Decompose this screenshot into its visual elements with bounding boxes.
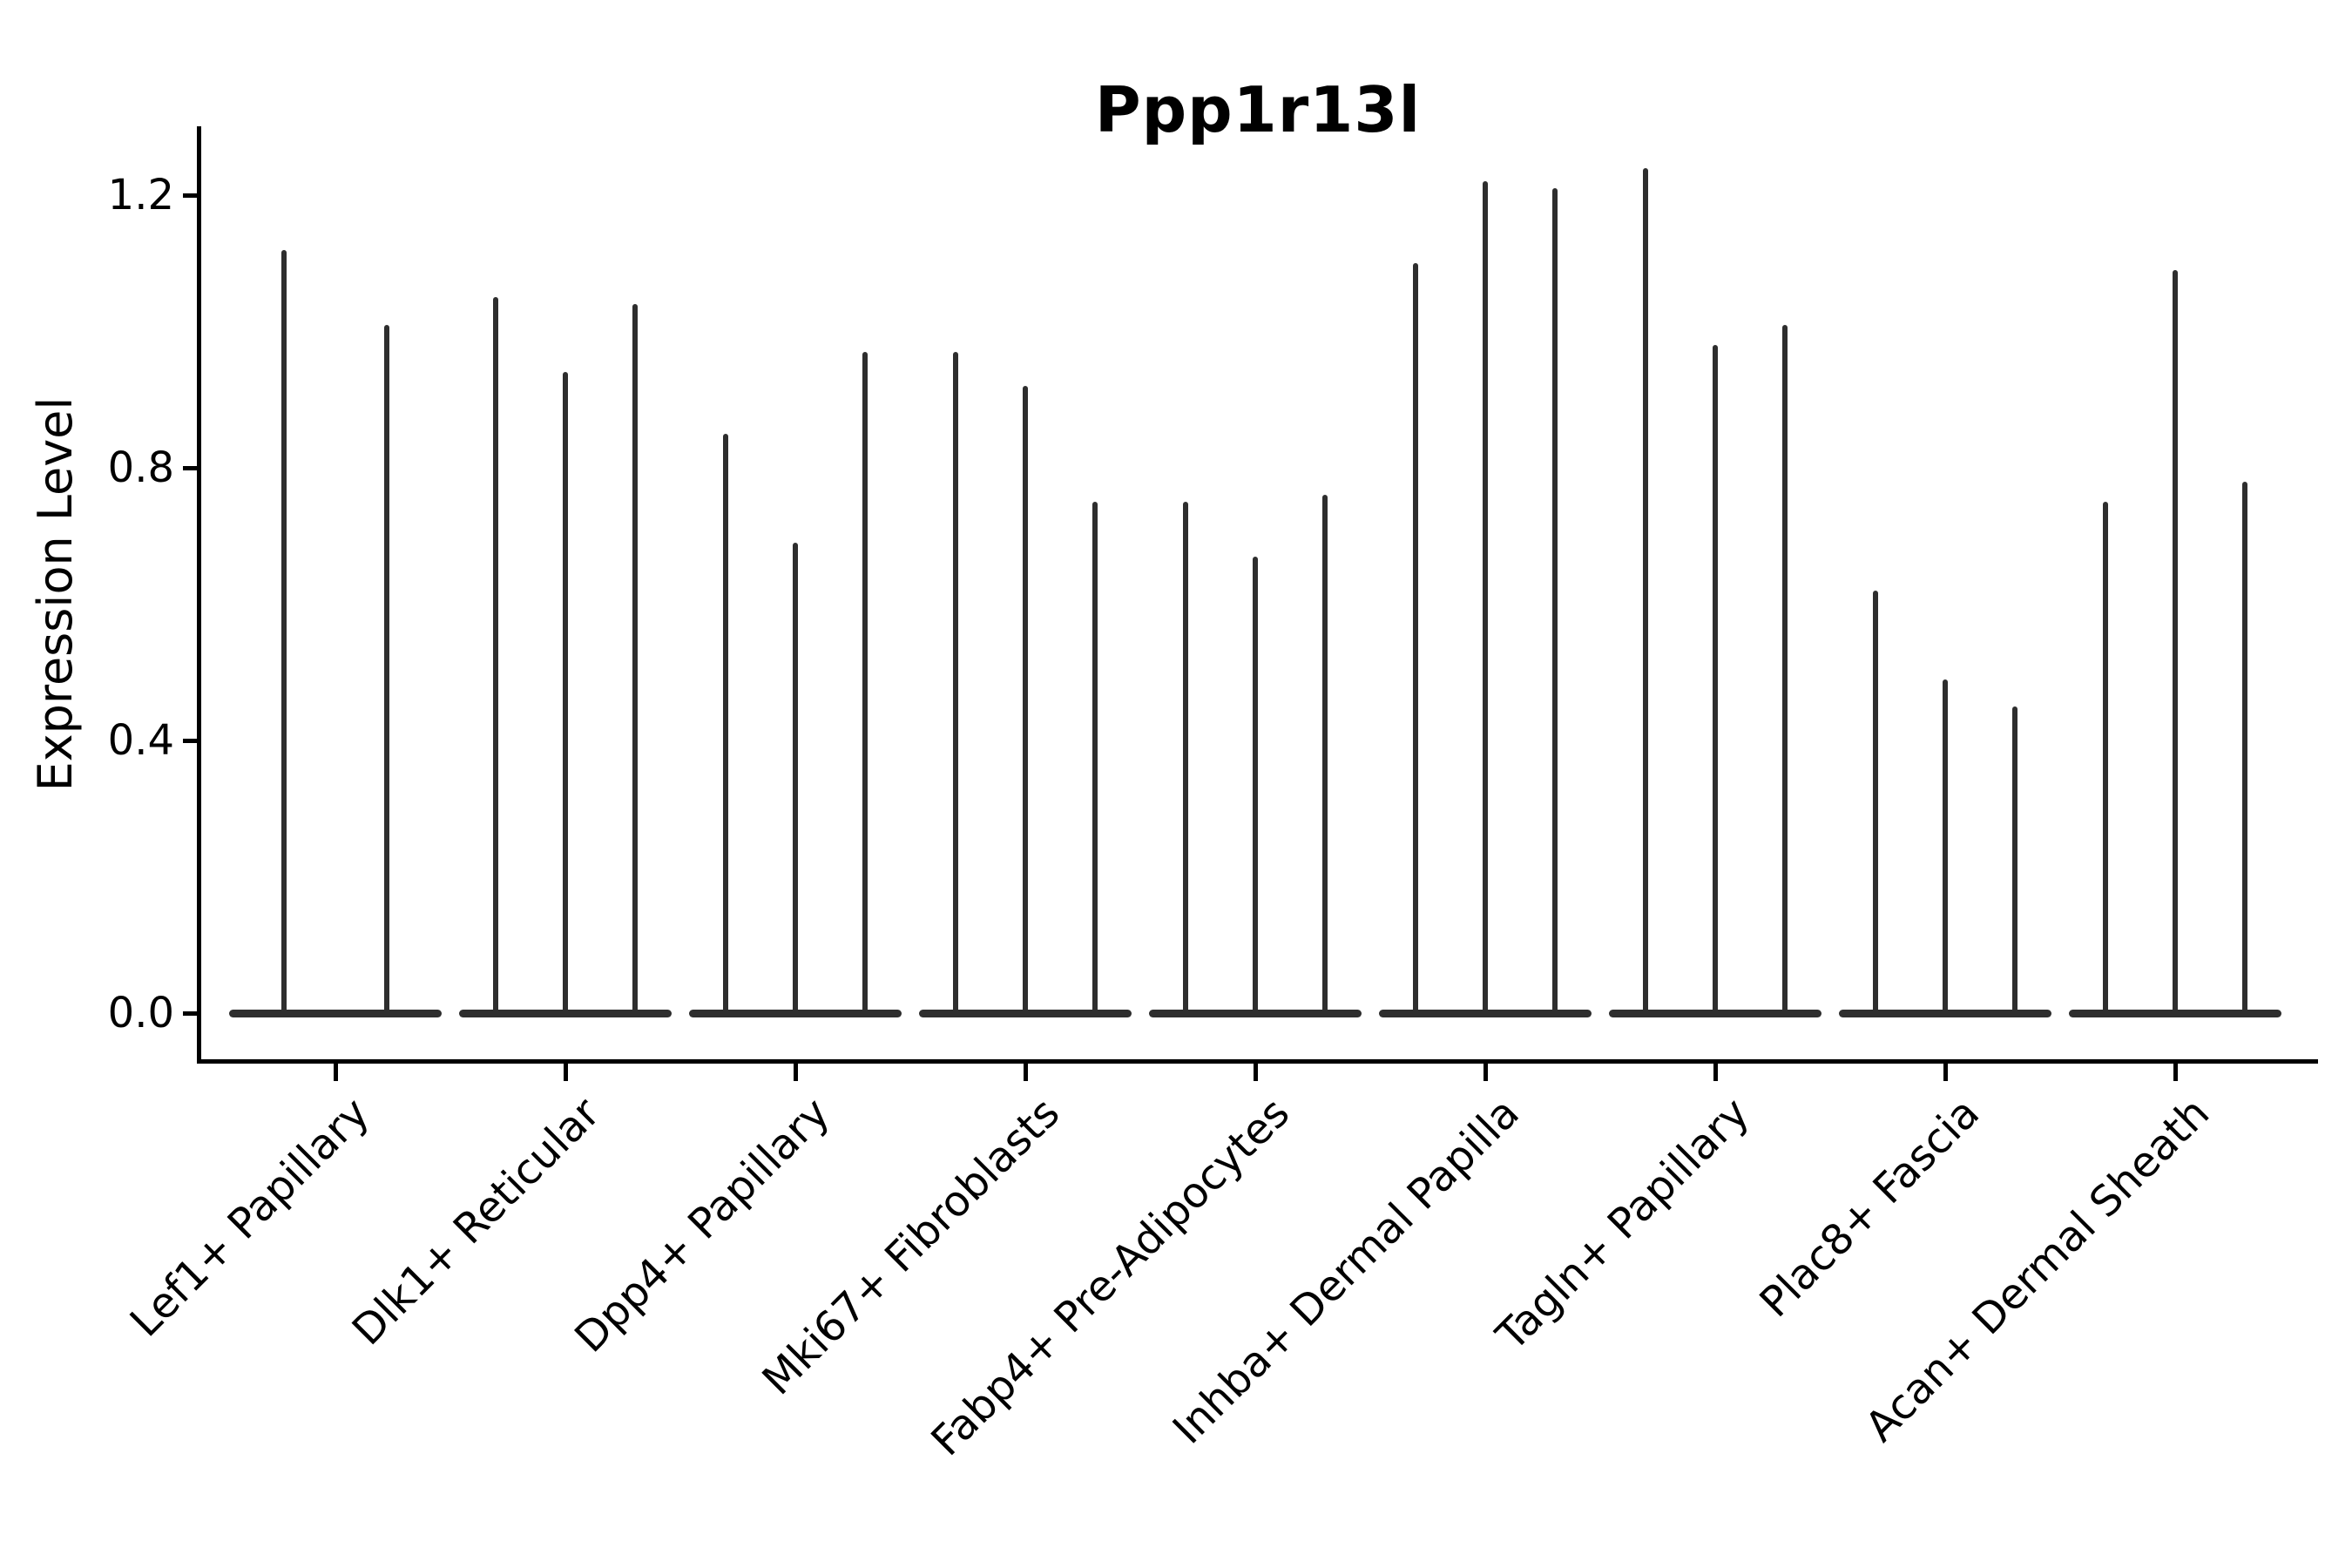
violin-spike <box>1183 502 1188 1017</box>
violin-spike <box>1643 167 1648 1017</box>
y-tick-label: 0.4 <box>107 716 174 765</box>
violin-spike <box>563 372 568 1017</box>
violin-spike <box>1782 324 1788 1017</box>
y-tick-label: 0.8 <box>107 443 174 492</box>
y-axis-label: Expression Level <box>28 396 83 792</box>
violin-spike <box>2103 502 2108 1017</box>
violin-spike <box>1023 386 1028 1017</box>
x-tick <box>1943 1064 1948 1081</box>
violin-spike <box>493 297 498 1017</box>
violin-spike <box>1943 679 1948 1017</box>
x-tick <box>1253 1064 1258 1081</box>
violin-spike <box>1322 495 1328 1017</box>
violin-spike <box>723 433 728 1017</box>
violin-spike <box>2242 481 2247 1017</box>
violin-spike <box>953 351 958 1017</box>
y-tick <box>183 193 197 198</box>
violin-base <box>229 1009 442 1017</box>
x-tick <box>333 1064 338 1081</box>
x-axis-tick-label: Tagln+ Papillary <box>1487 1088 1760 1361</box>
x-tick <box>1023 1064 1028 1081</box>
chart-title: Ppp1r13l <box>1094 73 1422 146</box>
violin-spike <box>862 351 868 1017</box>
y-tick-label: 1.2 <box>107 171 174 220</box>
y-axis-spine <box>197 126 201 1064</box>
violin-spike <box>1253 556 1258 1017</box>
x-tick <box>793 1064 798 1081</box>
y-tick <box>183 465 197 470</box>
violin-spike <box>1552 188 1558 1017</box>
violin-spike <box>1873 590 1878 1017</box>
y-tick <box>183 738 197 743</box>
violin-spike <box>1092 502 1098 1017</box>
violin-spike <box>1483 181 1488 1017</box>
x-axis-tick-label: Dpp4+ Papillary <box>565 1088 840 1362</box>
violin-spike <box>2173 270 2178 1017</box>
x-axis-tick-label: Lef1+ Papillary <box>121 1088 380 1347</box>
violin-spike <box>384 324 389 1017</box>
violin-spike <box>1713 345 1718 1017</box>
x-axis-tick-label: Dlk1+ Reticular <box>342 1088 610 1355</box>
x-axis-tick-label: Plac8+ Fascia <box>1750 1088 1990 1328</box>
x-tick <box>563 1064 568 1081</box>
violin-spike <box>632 304 638 1017</box>
x-tick <box>1483 1064 1488 1081</box>
y-tick-label: 0.0 <box>107 989 174 1037</box>
x-tick <box>2173 1064 2178 1081</box>
y-tick <box>183 1010 197 1016</box>
x-tick <box>1713 1064 1718 1081</box>
violin-spike <box>2012 706 2017 1017</box>
violin-spike <box>1413 263 1418 1017</box>
violin-spike <box>793 543 798 1017</box>
x-axis-spine <box>197 1059 2318 1064</box>
violin-spike <box>281 249 287 1017</box>
